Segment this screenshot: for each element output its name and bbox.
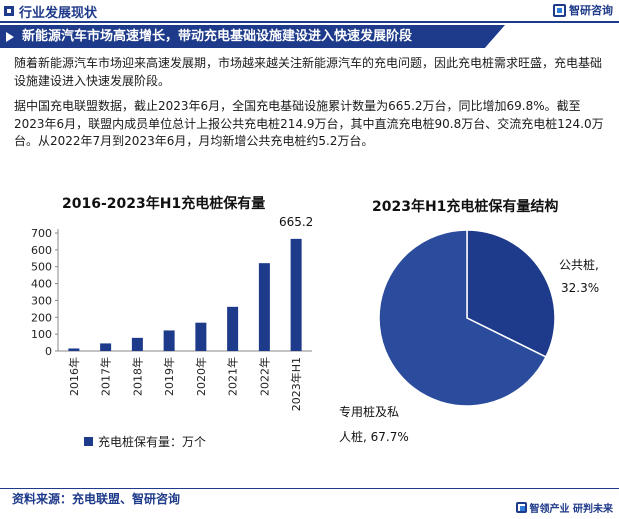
- x-tick-label: 2017年: [99, 357, 113, 396]
- section-icon: [4, 6, 14, 16]
- bar: [195, 322, 207, 351]
- brand-logo: 智研咨询: [553, 2, 613, 18]
- y-tick-label: 300: [31, 294, 52, 307]
- x-tick-label: 2016年: [67, 357, 81, 396]
- headline-banner: 新能源汽车市场高速增长，带动充电基础设施建设进入快速发展阶段: [0, 25, 505, 48]
- data-label: 665.2: [279, 215, 313, 229]
- y-tick-label: 400: [31, 278, 52, 291]
- pie-slice: [378, 229, 547, 407]
- pie-label-public-pct: 32.3%: [561, 281, 600, 295]
- x-tick-label: 2021年: [226, 357, 240, 396]
- x-tick-label: 2020年: [194, 357, 208, 396]
- footer-logo-icon: [515, 502, 527, 513]
- footer-slogan: 智领产业 研判未来: [529, 504, 613, 515]
- bar: [258, 263, 270, 351]
- x-tick-label: 2018年: [130, 357, 144, 396]
- data-paragraph: 据中国充电联盟数据，截止2023年6月，全国充电基础设施累计数量为665.2万台…: [14, 99, 604, 148]
- pie-label-private-line1: 专用桩及私: [339, 405, 400, 419]
- y-tick-label: 0: [45, 345, 52, 358]
- y-tick-label: 200: [31, 311, 52, 324]
- source-note: 资料来源：充电联盟、智研咨询: [12, 492, 181, 506]
- logo-text: 智研咨询: [569, 4, 613, 17]
- logo-icon: [553, 3, 566, 17]
- bar-legend: 充电桩保有量：万个: [84, 433, 206, 450]
- legend-label: 充电桩保有量：万个: [98, 435, 207, 449]
- bar: [227, 306, 239, 351]
- bar: [131, 337, 143, 351]
- pie-label-private-line2: 人桩, 67.7%: [339, 430, 409, 444]
- pie-label-public: 公共桩,: [559, 258, 599, 272]
- footer-brand: 智领产业 研判未来: [515, 500, 613, 515]
- arrow-icon: [6, 32, 14, 42]
- y-tick-label: 100: [31, 328, 52, 341]
- intro-paragraph: 随着新能源汽车市场迎来高速发展期，市场越来越关注新能源汽车的充电问题，因此充电桩…: [14, 56, 603, 88]
- header-divider: [0, 21, 619, 23]
- y-tick-label: 500: [31, 261, 52, 274]
- x-tick-label: 2022年: [257, 357, 271, 396]
- pie-chart-title: 2023年H1充电桩保有量结构: [372, 199, 559, 215]
- bar-chart-title: 2016-2023年H1充电桩保有量: [62, 196, 266, 212]
- page-header: 行业发展现状 智研咨询: [0, 0, 619, 22]
- pie-slice: [466, 229, 556, 358]
- x-tick-label: 2023年H1: [289, 357, 303, 411]
- x-tick-label: 2019年: [162, 357, 176, 396]
- y-tick-label: 700: [31, 227, 52, 240]
- bar: [100, 343, 112, 351]
- bar: [68, 348, 80, 351]
- legend-swatch: [84, 437, 93, 446]
- bar: [163, 330, 175, 351]
- section-label: 行业发展现状: [19, 6, 98, 21]
- y-tick-label: 600: [31, 244, 52, 257]
- footer-divider: [0, 488, 619, 489]
- bar: [290, 238, 302, 351]
- headline-text: 新能源汽车市场高速增长，带动充电基础设施建设进入快速发展阶段: [22, 29, 413, 44]
